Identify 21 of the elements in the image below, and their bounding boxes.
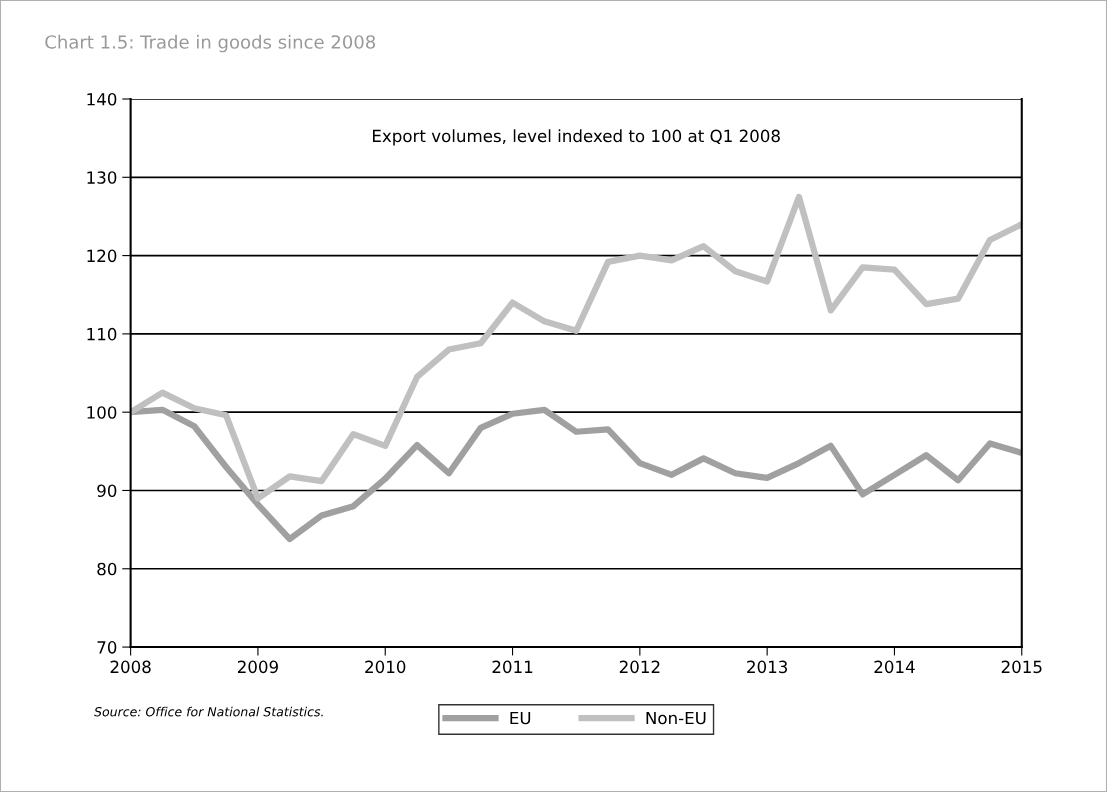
source-note: Source: Office for National Statistics.: [94, 706, 323, 717]
y-tick-label: 70: [97, 641, 117, 654]
x-tick-label: 2012: [619, 660, 660, 674]
y-tick-label: 140: [87, 92, 117, 106]
x-tick-label: 2015: [1001, 660, 1042, 674]
y-tick-label: 120: [87, 249, 117, 263]
x-tick-label: 2011: [492, 660, 533, 674]
text: Export volumes, level indexed to 100 at Q1 2008: [373, 129, 780, 146]
y-tick-label: 100: [87, 406, 117, 419]
chart-title: Chart 1.5: Trade in goods since 2008: [45, 34, 376, 53]
y-tick-label: 130: [87, 171, 117, 184]
y-tick-label: 110: [87, 327, 117, 341]
x-tick-label: 2010: [365, 660, 406, 674]
legend-label: EU: [510, 711, 531, 725]
x-tick-label: 2013: [747, 660, 788, 674]
x-tick-label: 2014: [874, 660, 915, 674]
y-tick-label: 90: [97, 484, 117, 498]
y-tick-label: 80: [97, 562, 117, 576]
x-tick-label: 2008: [110, 660, 151, 674]
x-tick-label: 2009: [237, 660, 278, 674]
legend-label: Non-EU: [646, 711, 706, 725]
